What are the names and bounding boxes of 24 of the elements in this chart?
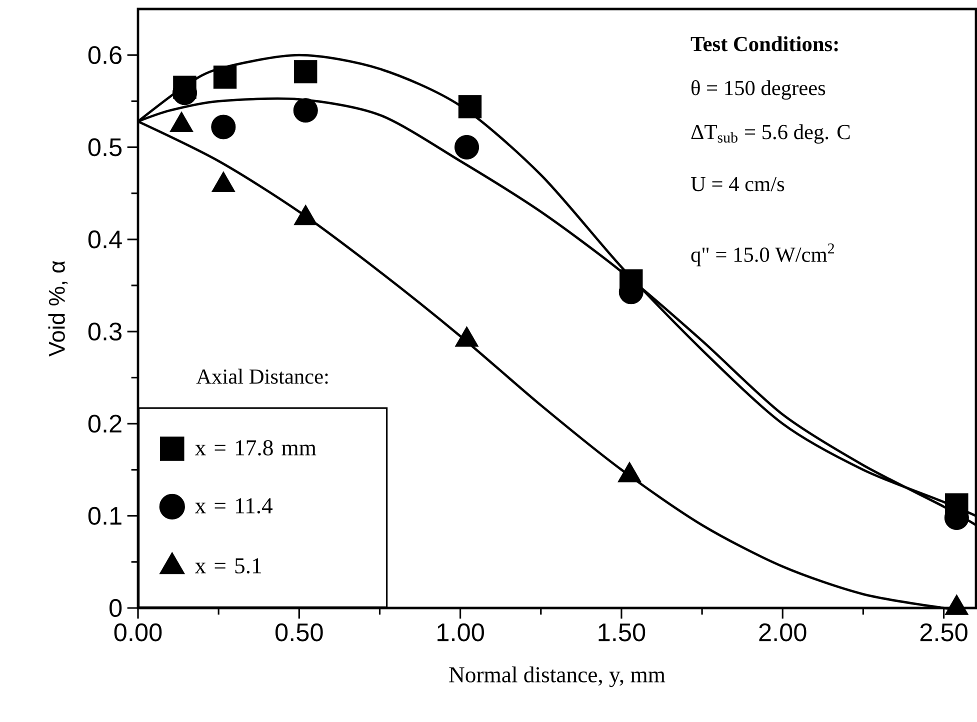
annotation: θ = 150 degrees xyxy=(692,80,826,100)
x-tick-label: 1.50 xyxy=(598,623,646,642)
legend-label: x = 11.4 xyxy=(195,498,273,514)
y-tick-label: 0.3 xyxy=(88,322,122,341)
y-tick-label: 0.5 xyxy=(88,138,122,156)
x-tick-label: 1.00 xyxy=(438,623,484,642)
legend-label: x = 17.8 mm xyxy=(195,440,316,456)
y-tick-label: 0 xyxy=(110,599,122,617)
x-tick-label: 0.00 xyxy=(114,623,162,642)
legend-title: Axial Distance: xyxy=(196,368,328,384)
y-axis-title: Void %, α xyxy=(48,261,68,357)
y-tick-label: 0.6 xyxy=(88,46,122,64)
x-axis-title: Normal distance, y, mm xyxy=(449,666,666,688)
annotation: U = 4 cm/s xyxy=(690,176,784,192)
x-tick-label: 2.50 xyxy=(920,623,968,642)
x-tick-label: 2.00 xyxy=(759,623,806,642)
y-tick-label: 0.2 xyxy=(88,414,122,433)
x-tick-label: 0.50 xyxy=(275,623,323,642)
y-tick-label: 0.1 xyxy=(88,506,122,525)
annotation: q" = 15.0 W/cm$^{2}$ xyxy=(691,243,834,266)
annotation: ΔT$_{sub}$ = 5.6 deg. C xyxy=(691,124,850,144)
annotation: Test Conditions: xyxy=(690,36,838,52)
y-tick-label: 0.4 xyxy=(88,230,122,248)
legend-label: x = 5.1 xyxy=(195,558,261,574)
